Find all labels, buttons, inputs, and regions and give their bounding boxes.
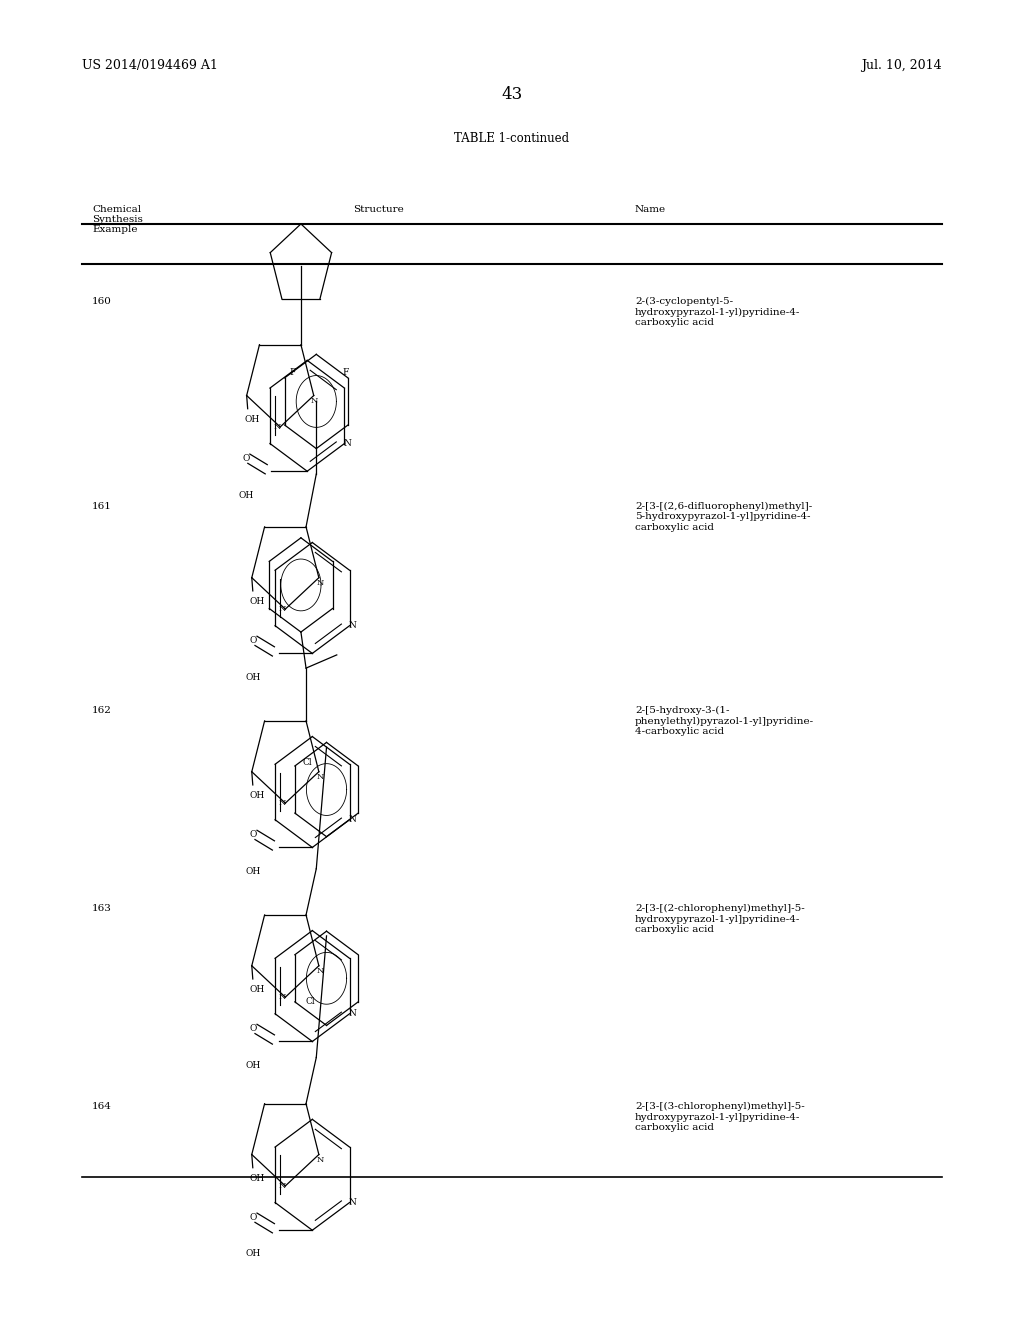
- Text: O: O: [242, 454, 250, 462]
- Text: N: N: [316, 1156, 324, 1164]
- Text: OH: OH: [239, 491, 253, 499]
- Text: OH: OH: [246, 1061, 260, 1069]
- Text: N: N: [349, 1010, 356, 1018]
- Text: Name: Name: [635, 205, 666, 214]
- Text: Chemical
Synthesis
Example: Chemical Synthesis Example: [92, 205, 143, 235]
- Text: N: N: [279, 993, 286, 1001]
- Text: Cl: Cl: [305, 998, 315, 1006]
- Text: 161: 161: [92, 502, 112, 511]
- Text: 163: 163: [92, 904, 112, 913]
- Text: N: N: [349, 622, 356, 630]
- Text: O: O: [249, 1024, 257, 1032]
- Text: N: N: [273, 422, 281, 430]
- Text: OH: OH: [246, 673, 260, 681]
- Text: N: N: [316, 579, 324, 587]
- Text: OH: OH: [246, 867, 260, 875]
- Text: N: N: [279, 605, 286, 612]
- Text: 164: 164: [92, 1102, 112, 1111]
- Text: 162: 162: [92, 706, 112, 715]
- Text: N: N: [311, 397, 318, 405]
- Text: OH: OH: [249, 791, 264, 800]
- Text: N: N: [349, 1199, 356, 1206]
- Text: OH: OH: [244, 414, 259, 424]
- Text: F: F: [343, 368, 349, 378]
- Text: OH: OH: [246, 1250, 260, 1258]
- Text: Structure: Structure: [353, 205, 404, 214]
- Text: 2-[3-[(2-chlorophenyl)methyl]-5-
hydroxypyrazol-1-yl]pyridine-4-
carboxylic acid: 2-[3-[(2-chlorophenyl)methyl]-5- hydroxy…: [635, 904, 805, 935]
- Text: O: O: [249, 636, 257, 644]
- Text: F: F: [290, 368, 296, 378]
- Text: TABLE 1-continued: TABLE 1-continued: [455, 132, 569, 145]
- Text: O: O: [249, 1213, 257, 1221]
- Text: N: N: [316, 968, 324, 975]
- Text: OH: OH: [249, 985, 264, 994]
- Text: 160: 160: [92, 297, 112, 306]
- Text: N: N: [349, 816, 356, 824]
- Text: OH: OH: [249, 1173, 264, 1183]
- Text: N: N: [279, 799, 286, 807]
- Text: N: N: [279, 1181, 286, 1189]
- Text: Cl: Cl: [302, 758, 312, 767]
- Text: OH: OH: [249, 597, 264, 606]
- Text: US 2014/0194469 A1: US 2014/0194469 A1: [82, 59, 218, 73]
- Text: 2-(3-cyclopentyl-5-
hydroxypyrazol-1-yl)pyridine-4-
carboxylic acid: 2-(3-cyclopentyl-5- hydroxypyrazol-1-yl)…: [635, 297, 800, 327]
- Text: N: N: [344, 440, 351, 447]
- Text: 43: 43: [502, 86, 522, 103]
- Text: 2-[3-[(2,6-difluorophenyl)methyl]-
5-hydroxypyrazol-1-yl]pyridine-4-
carboxylic : 2-[3-[(2,6-difluorophenyl)methyl]- 5-hyd…: [635, 502, 812, 532]
- Text: O: O: [249, 830, 257, 838]
- Text: Jul. 10, 2014: Jul. 10, 2014: [861, 59, 942, 73]
- Text: 2-[3-[(3-chlorophenyl)methyl]-5-
hydroxypyrazol-1-yl]pyridine-4-
carboxylic acid: 2-[3-[(3-chlorophenyl)methyl]-5- hydroxy…: [635, 1102, 805, 1133]
- Text: N: N: [316, 774, 324, 781]
- Text: 2-[5-hydroxy-3-(1-
phenylethyl)pyrazol-1-yl]pyridine-
4-carboxylic acid: 2-[5-hydroxy-3-(1- phenylethyl)pyrazol-1…: [635, 706, 814, 737]
